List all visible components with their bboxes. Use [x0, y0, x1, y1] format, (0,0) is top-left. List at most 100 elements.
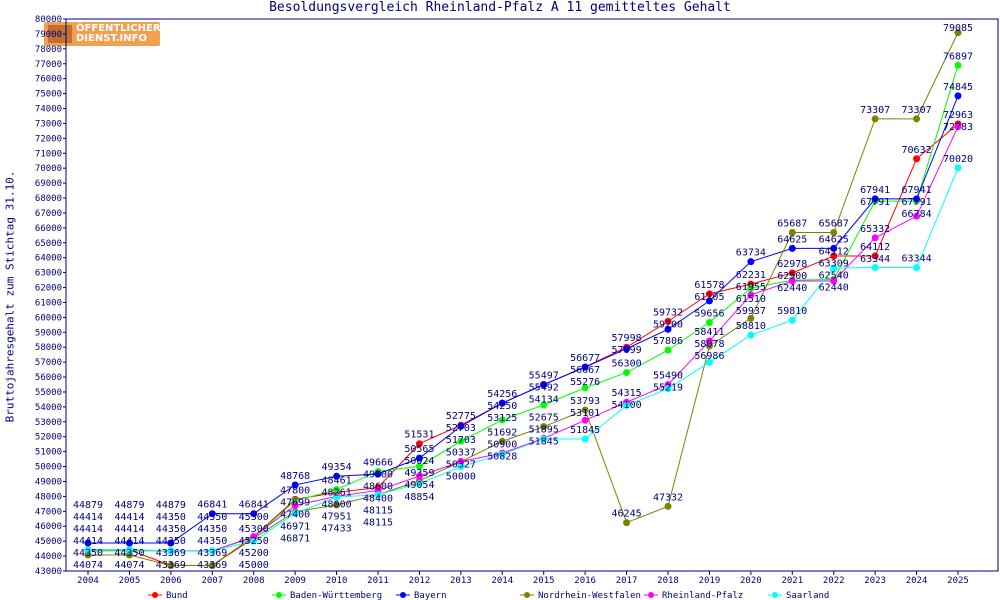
data-label: 62440 [777, 283, 807, 294]
data-label: 48115 [363, 506, 393, 517]
data-label: 47699 [280, 497, 310, 508]
data-point [788, 316, 796, 324]
data-point [705, 290, 713, 298]
y-tick-label: 70000 [35, 164, 62, 174]
data-label: 52775 [446, 411, 476, 422]
data-point [664, 346, 672, 354]
y-tick-label: 51000 [35, 448, 62, 458]
data-label: 44414 [73, 512, 103, 523]
data-point [954, 61, 962, 69]
data-label: 51845 [570, 425, 600, 436]
data-label: 61105 [694, 292, 724, 303]
data-label: 50337 [446, 448, 476, 459]
x-tick-label: 2014 [491, 576, 513, 586]
y-tick-label: 79000 [35, 30, 62, 40]
data-label: 45300 [239, 524, 269, 535]
data-label: 64112 [819, 246, 849, 257]
y-tick-label: 60000 [35, 313, 62, 323]
data-point [913, 115, 921, 123]
y-tick-label: 58000 [35, 343, 62, 353]
data-point [125, 551, 133, 559]
x-tick-label: 2019 [699, 576, 721, 586]
data-point [747, 284, 755, 292]
data-label: 52703 [446, 423, 476, 434]
data-point [540, 423, 548, 431]
data-label: 50828 [487, 451, 517, 462]
data-point [623, 369, 631, 377]
legend-label: Baden-Württemberg [290, 591, 382, 600]
data-label: 63309 [819, 258, 849, 269]
y-tick-label: 62000 [35, 284, 62, 294]
y-tick-label: 55000 [35, 388, 62, 398]
data-label: 48768 [280, 471, 310, 482]
x-tick-label: 2023 [864, 576, 886, 586]
data-label: 51703 [446, 435, 476, 446]
data-label: 44350 [197, 512, 227, 523]
data-point [664, 385, 672, 393]
data-label: 44879 [156, 500, 186, 511]
data-label: 56677 [570, 353, 600, 364]
data-point [333, 501, 341, 509]
data-label: 55492 [529, 383, 559, 394]
data-label: 50024 [404, 456, 434, 467]
data-label: 46841 [239, 500, 269, 511]
x-tick-label: 2016 [574, 576, 596, 586]
data-point [374, 470, 382, 478]
y-tick-label: 47000 [35, 507, 62, 517]
data-label: 64112 [860, 242, 890, 253]
data-point [498, 450, 506, 458]
x-tick-label: 2021 [781, 576, 803, 586]
data-label: 44879 [114, 500, 144, 511]
data-label: 62500 [777, 271, 807, 282]
data-point [333, 493, 341, 501]
data-point [84, 539, 92, 547]
data-label: 53101 [570, 408, 600, 419]
data-label: 51845 [529, 437, 559, 448]
data-label: 50000 [446, 472, 476, 483]
data-label: 44414 [73, 524, 103, 535]
legend-label: Nordrhein-Westfalen [538, 591, 641, 600]
y-tick-label: 68000 [35, 194, 62, 204]
logo-text-2: DIENST.INFO [76, 33, 147, 44]
data-label: 59200 [653, 319, 683, 330]
data-label: 43369 [156, 560, 186, 571]
data-point [498, 399, 506, 407]
data-label: 76897 [943, 51, 973, 62]
y-tick-label: 53000 [35, 418, 62, 428]
data-label: 58411 [694, 327, 724, 338]
data-label: 47332 [653, 492, 683, 503]
legend-marker [276, 592, 282, 598]
series-line-5 [88, 167, 959, 552]
data-label: 58810 [736, 321, 766, 332]
data-point [415, 480, 423, 488]
data-point [415, 472, 423, 480]
data-point [415, 454, 423, 462]
data-point [830, 244, 838, 252]
data-label: 50327 [446, 460, 476, 471]
data-point [747, 258, 755, 266]
data-label: 51895 [529, 425, 559, 436]
data-label: 48400 [363, 494, 393, 505]
data-label: 50565 [404, 444, 434, 455]
data-point [581, 435, 589, 443]
data-point [457, 463, 465, 471]
data-label: 54250 [487, 401, 517, 412]
data-point [250, 537, 258, 545]
data-label: 49666 [363, 458, 393, 469]
data-label: 54256 [487, 389, 517, 400]
data-label: 48115 [363, 518, 393, 529]
data-point [250, 510, 258, 518]
y-tick-label: 74000 [35, 105, 62, 115]
y-tick-label: 48000 [35, 492, 62, 502]
data-label: 72783 [943, 122, 973, 133]
data-point [540, 435, 548, 443]
data-label: 45200 [239, 548, 269, 559]
y-tick-label: 69000 [35, 179, 62, 189]
data-point [167, 547, 175, 555]
data-point [498, 437, 506, 445]
data-label: 56986 [694, 351, 724, 362]
series-line-1 [88, 65, 959, 552]
data-label: 47951 [322, 512, 352, 523]
data-point [374, 491, 382, 499]
